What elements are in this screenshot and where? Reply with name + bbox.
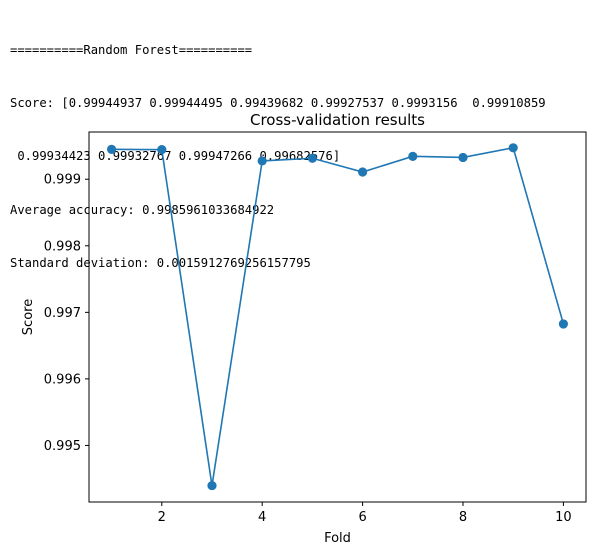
y-axis-label: Score xyxy=(21,299,36,335)
series-line xyxy=(111,146,565,486)
console-line-scores: Score: [0.99944937 0.99944495 0.99439682… xyxy=(10,95,546,110)
data-point-fold-1 xyxy=(106,144,117,154)
console-line-average: Average accuracy: 0.9985961033684922 xyxy=(10,202,275,217)
plot-frame xyxy=(88,131,587,503)
cross-validation-chart: Cross-validation results 2 4 6 8 10 0.9950.9… xyxy=(21,111,587,546)
data-point-fold-5 xyxy=(307,153,317,163)
data-point-fold-6 xyxy=(358,167,368,177)
console-output: ==========Random Forest========== Score:… xyxy=(10,6,546,291)
x-tick-label: 10 xyxy=(555,510,572,525)
series-points xyxy=(106,143,569,491)
data-point-fold-10 xyxy=(558,319,569,329)
console-line-stddev: Standard deviation: 0.001591276925615779… xyxy=(10,256,311,271)
x-axis-label: Fold xyxy=(324,531,351,546)
x-tick-label: 4 xyxy=(258,510,266,525)
x-tick-label: 6 xyxy=(358,510,366,525)
y-axis-ticks: 0.995 0.996 0.997 0.998 0.999 xyxy=(44,173,89,454)
x-tick-label: 2 xyxy=(158,510,166,525)
y-tick-label: 0.995 xyxy=(44,439,81,454)
data-point-fold-2 xyxy=(157,145,167,155)
data-point-fold-9 xyxy=(508,143,518,153)
chart-title: Cross-validation results xyxy=(250,111,425,129)
y-tick-label: 0.997 xyxy=(44,306,81,321)
data-point-fold-8 xyxy=(458,152,468,163)
x-axis-ticks: 2 4 6 8 10 xyxy=(158,502,572,525)
y-tick-label: 0.999 xyxy=(44,173,81,188)
data-point-fold-4 xyxy=(257,156,267,166)
console-line-header: ==========Random Forest========== xyxy=(10,42,253,57)
x-tick-label: 8 xyxy=(459,510,467,525)
y-tick-label: 0.996 xyxy=(44,372,81,387)
y-tick-label: 0.998 xyxy=(44,239,81,254)
data-point-fold-7 xyxy=(408,151,418,161)
data-point-fold-3 xyxy=(207,480,217,491)
